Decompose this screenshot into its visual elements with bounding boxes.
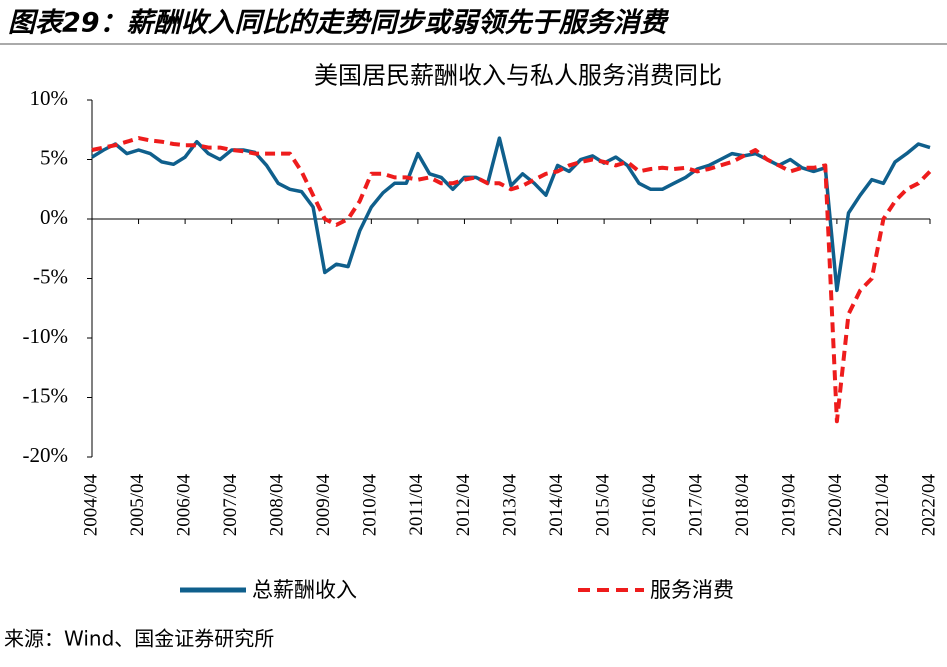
figure-title: 图表29：薪酬收入同比的走势同步或弱领先于服务消费 [8, 8, 670, 39]
x-tick-label: 2010/04 [360, 474, 381, 537]
x-tick-label: 2004/04 [80, 474, 101, 537]
x-tick-label: 2019/04 [779, 474, 800, 537]
x-tick-label: 2006/04 [173, 474, 194, 537]
chart-title: 美国居民薪酬收入与私人服务消费同比 [314, 63, 722, 90]
x-tick-label: 2018/04 [732, 474, 753, 537]
y-tick-label: -15% [23, 383, 69, 407]
legend-label: 服务消费 [650, 578, 734, 602]
y-tick-label: -20% [23, 443, 69, 467]
series-line [91, 136, 932, 424]
series-line [91, 136, 931, 293]
y-tick-label: 0% [40, 205, 68, 229]
x-tick-label: 2014/04 [546, 474, 567, 537]
x-tick-label: 2015/04 [592, 474, 613, 537]
x-tick-label: 2008/04 [267, 474, 288, 537]
y-tick-label: -5% [33, 264, 68, 288]
legend-label: 总薪酬收入 [252, 578, 357, 602]
x-tick-label: 2009/04 [313, 474, 334, 537]
y-tick-label: 5% [40, 145, 68, 169]
x-tick-label: 2011/04 [406, 474, 427, 536]
y-tick-label: -10% [23, 324, 69, 348]
x-tick-label: 2021/04 [872, 474, 893, 537]
x-tick-label: 2020/04 [825, 474, 846, 537]
y-tick-label: 10% [30, 86, 69, 110]
source: 来源：Wind、国金证券研究所 [4, 627, 274, 651]
x-tick-label: 2016/04 [639, 474, 660, 537]
x-tick-label: 2012/04 [453, 474, 474, 537]
x-tick-label: 2022/04 [918, 474, 939, 537]
x-tick-label: 2005/04 [127, 474, 148, 537]
x-tick-label: 2007/04 [220, 474, 241, 537]
x-tick-label: 2013/04 [499, 474, 520, 537]
x-tick-label: 2017/04 [686, 474, 707, 537]
